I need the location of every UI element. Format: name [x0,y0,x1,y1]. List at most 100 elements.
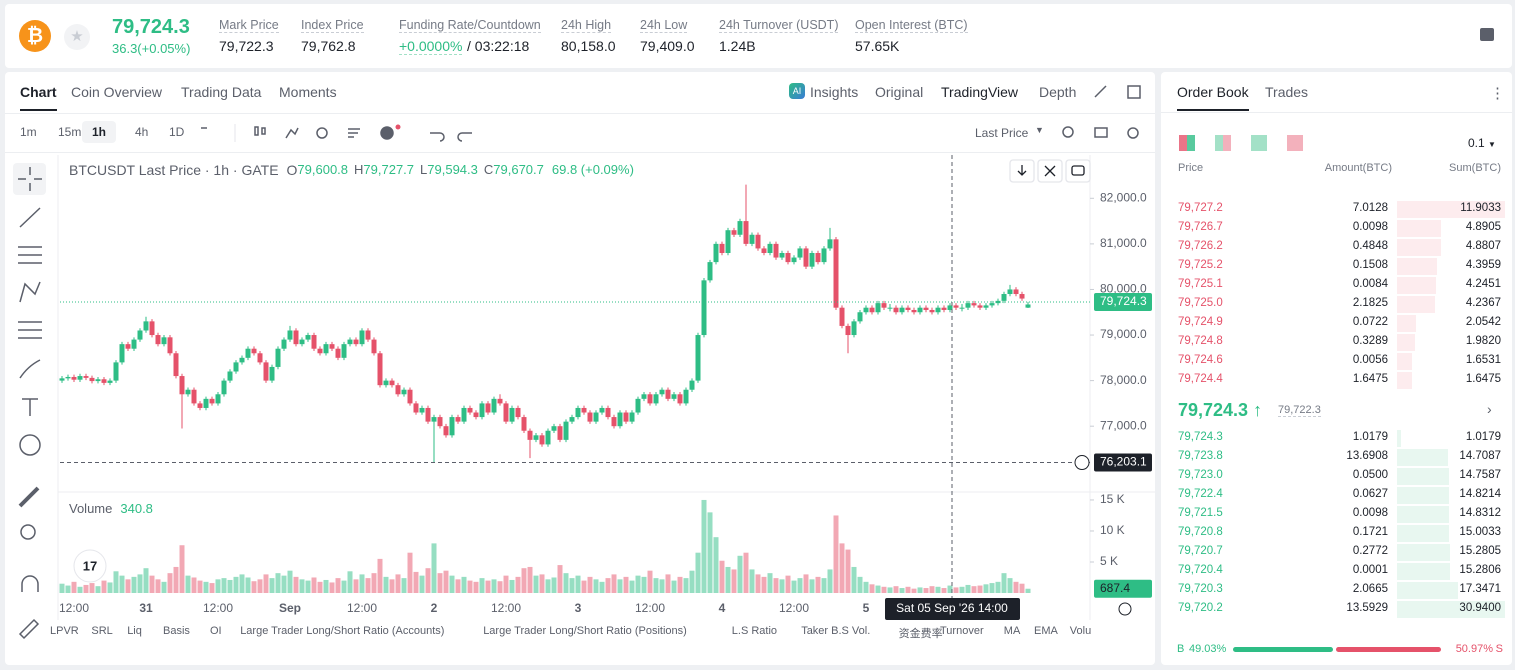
layout-asks[interactable] [1287,135,1303,151]
pane-collapse[interactable] [1037,159,1063,183]
ob-price[interactable]: 79,724.3 [1178,431,1223,443]
interval[interactable]: 1D [169,125,185,139]
ruler-tool[interactable] [18,486,40,508]
volume-bar [77,586,83,593]
ob-price[interactable]: 79,727.2 [1178,202,1223,214]
indicator[interactable]: MA [1003,625,1021,637]
emoji-tool[interactable] [19,434,41,456]
pen-tool[interactable] [18,618,40,640]
view-tab[interactable]: Depth [1039,84,1077,100]
indicator[interactable]: Turnover [940,625,984,637]
insights-tab[interactable]: Insights [810,84,859,100]
layout-both[interactable] [1179,135,1195,151]
expand-arrow[interactable]: › [1487,401,1492,417]
ob-price[interactable]: 79,724.4 [1178,373,1223,385]
indicator[interactable]: Volu [1069,625,1092,637]
candle-body [437,417,443,427]
indicator[interactable]: LPVR [50,625,79,637]
chart-tab[interactable]: Chart [20,84,57,111]
ob-sum: 1.6475 [1465,373,1501,385]
chart-tab[interactable]: Trading Data [181,84,262,100]
indicator[interactable]: SRL [91,625,113,637]
indicator[interactable]: Large Trader Long/Short Ratio (Accounts) [240,625,445,637]
axis-settings[interactable] [1118,602,1132,616]
ob-price[interactable]: 79,721.5 [1178,507,1223,519]
volume-bar [899,588,905,593]
indicator[interactable]: 资金费率 [898,628,943,640]
interval[interactable]: 1m [20,125,37,139]
ob-price[interactable]: 79,725.1 [1178,278,1223,290]
x-tick-label: 12:00 [203,601,233,615]
tv-logo[interactable] [73,549,107,583]
trend-line-tool[interactable] [19,207,41,228]
indicator[interactable]: Taker B.S Vol. [801,625,871,637]
layout-bids[interactable] [1251,135,1267,151]
undo[interactable] [430,132,445,142]
indicator[interactable]: Liq [127,625,142,637]
ratio-s: S [1495,643,1503,655]
ob-price[interactable]: 79,724.9 [1178,316,1223,328]
indicator-icon[interactable] [285,127,299,139]
add-icon[interactable] [380,126,394,140]
redo[interactable] [457,132,472,142]
ob-amount: 2.0665 [1352,583,1388,595]
interval[interactable]: 15m [58,125,82,139]
indicator[interactable]: EMA [1034,625,1058,637]
more-menu[interactable]: ⋮ [1490,85,1505,102]
chart-tab[interactable]: Moments [279,84,337,100]
ob-tab[interactable]: Order Book [1177,84,1249,111]
crosshair-tool[interactable] [13,163,46,195]
notes-icon[interactable] [1480,28,1494,41]
ob-price[interactable]: 79,723.0 [1178,469,1223,481]
expand-icon[interactable] [1094,85,1107,98]
candle-body [851,321,857,336]
ob-price[interactable]: 79,723.8 [1178,450,1223,462]
ob-price[interactable]: 79,726.7 [1178,221,1223,233]
pane-down[interactable] [1009,159,1035,183]
indicator[interactable]: OI [210,625,222,637]
indicator[interactable]: L.S Ratio [731,625,778,637]
candle-body [269,366,275,381]
layout-mix[interactable] [1215,135,1231,151]
ob-price[interactable]: 79,725.2 [1178,259,1223,271]
lines-tool[interactable] [18,246,42,264]
ob-price[interactable]: 79,724.6 [1178,354,1223,366]
pane-maximize[interactable] [1065,159,1091,183]
indicator[interactable]: Basis [163,625,190,637]
camera-icon[interactable] [1094,127,1108,138]
candle-icon[interactable] [254,126,259,136]
view-tab[interactable]: Original [875,84,924,100]
ob-price[interactable]: 79,724.8 [1178,335,1223,347]
ob-price[interactable]: 79,722.4 [1178,488,1223,500]
settings-icon[interactable] [1127,127,1139,139]
depth-bar [1397,201,1505,218]
search-icon[interactable] [1062,126,1074,138]
replay-icon[interactable] [316,127,328,139]
chart-tab[interactable]: Coin Overview [71,84,163,100]
brush-tool[interactable] [19,359,41,379]
ob-price[interactable]: 79,720.2 [1178,602,1223,614]
window-icon[interactable] [1127,85,1141,99]
zoom-tool[interactable] [20,524,36,540]
interval[interactable]: 1h [82,121,117,143]
ob-price[interactable]: 79,720.8 [1178,526,1223,538]
fib-tool[interactable] [18,321,42,339]
ob-price[interactable]: 79,720.4 [1178,564,1223,576]
price-type[interactable]: Last Price [975,126,1029,140]
interval[interactable]: 4h [135,125,149,139]
volume-bar [887,587,893,593]
ob-amount: 0.0056 [1352,354,1388,366]
ob-price[interactable]: 79,726.2 [1178,240,1223,252]
ob-price[interactable]: 79,720.3 [1178,583,1223,595]
ob-price[interactable]: 79,725.0 [1178,297,1223,309]
pattern-tool[interactable] [19,281,41,303]
step-select[interactable]: 0.1 ▼ [1468,136,1496,150]
candle-body [101,379,107,383]
ob-price[interactable]: 79,720.7 [1178,545,1223,557]
view-tab[interactable]: TradingView [941,84,1019,100]
indicator[interactable]: Large Trader Long/Short Ratio (Positions… [483,625,687,637]
text-tool[interactable] [22,398,38,416]
ob-tab[interactable]: Trades [1265,84,1309,100]
magnet-tool[interactable] [21,575,39,592]
favorite-button[interactable]: ★ [64,24,90,50]
